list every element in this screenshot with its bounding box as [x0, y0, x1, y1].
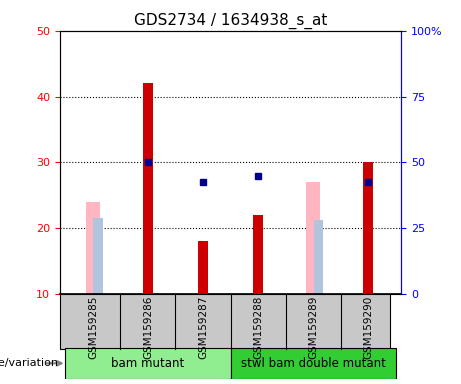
Bar: [143, 83, 153, 294]
Text: GSM159285: GSM159285: [88, 296, 98, 359]
Text: value, Detection Call = ABSENT: value, Detection Call = ABSENT: [111, 346, 288, 356]
Text: GSM159288: GSM159288: [253, 296, 263, 359]
Bar: [198, 242, 208, 294]
Text: GSM159286: GSM159286: [143, 296, 153, 359]
Bar: [363, 162, 373, 294]
Text: rank, Detection Call = ABSENT: rank, Detection Call = ABSENT: [111, 368, 282, 378]
Bar: [87, 304, 99, 309]
Bar: [313, 220, 324, 294]
Bar: [253, 215, 263, 294]
Bar: [87, 348, 99, 353]
Bar: [94, 218, 103, 294]
Bar: [306, 182, 320, 294]
Text: stwl bam double mutant: stwl bam double mutant: [241, 357, 385, 370]
Text: GSM159290: GSM159290: [363, 296, 373, 359]
Text: percentile rank within the sample: percentile rank within the sample: [111, 324, 299, 334]
Bar: [65, 348, 230, 379]
Text: count: count: [111, 301, 142, 311]
Text: bam mutant: bam mutant: [112, 357, 184, 370]
Bar: [87, 326, 99, 331]
Bar: [60, 294, 390, 349]
Bar: [86, 202, 100, 294]
Text: genotype/variation: genotype/variation: [0, 358, 59, 368]
Text: GSM159289: GSM159289: [308, 296, 318, 359]
Title: GDS2734 / 1634938_s_at: GDS2734 / 1634938_s_at: [134, 13, 327, 29]
Bar: [230, 348, 396, 379]
Bar: [87, 371, 99, 376]
Text: GSM159287: GSM159287: [198, 296, 208, 359]
